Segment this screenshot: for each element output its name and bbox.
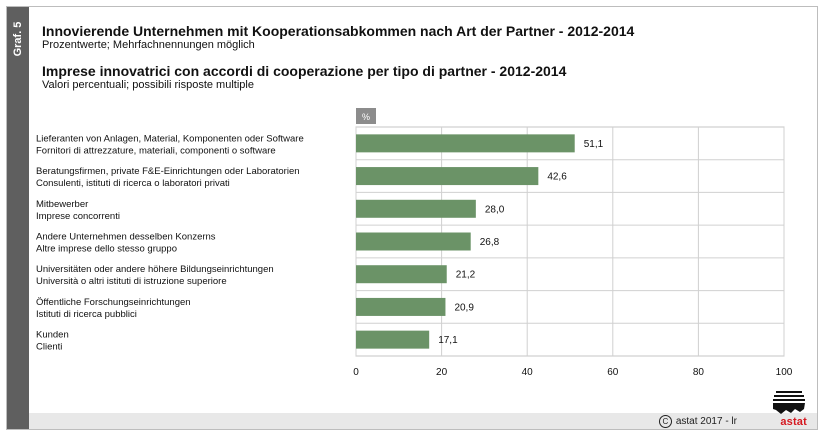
bar-value-label: 21,2 — [456, 270, 476, 281]
category-label-german: Beratungsfirmen, private F&E-Einrichtung… — [36, 166, 300, 177]
category-label-italian: Altre imprese dello stesso gruppo — [36, 244, 177, 255]
category-label-german: Andere Unternehmen desselben Konzerns — [36, 232, 216, 243]
bar — [356, 199, 476, 218]
sidebar-strip: Graf. 5 — [7, 7, 29, 429]
bar — [356, 232, 471, 251]
unit-label-box — [356, 108, 376, 124]
chart-subtitle-italian: Valori percentuali; possibili risposte m… — [42, 79, 254, 91]
astat-logo-text: astat — [780, 416, 807, 428]
unit-label: % — [362, 112, 370, 122]
copyright-icon: C — [658, 415, 672, 428]
bar — [356, 297, 446, 316]
chart-title-italian: Imprese innovatrici con accordi di coope… — [42, 63, 567, 79]
bar-value-label: 28,0 — [485, 204, 505, 215]
chart-title-german: Innovierende Unternehmen mit Kooperation… — [42, 23, 635, 39]
category-label-italian: Imprese concorrenti — [36, 211, 120, 222]
bar-value-label: 42,6 — [547, 172, 567, 183]
category-label-italian: Università o altri istituti di istruzion… — [36, 276, 227, 287]
copyright-text: astat 2017 - lr — [675, 416, 737, 427]
x-tick-label: 80 — [693, 367, 705, 378]
category-label-german: Universitäten oder andere höhere Bildung… — [36, 264, 274, 275]
bar-value-label: 26,8 — [480, 237, 500, 248]
x-tick-label: 60 — [607, 367, 619, 378]
category-label-german: Lieferanten von Anlagen, Material, Kompo… — [36, 133, 304, 144]
bar-value-label: 51,1 — [584, 139, 604, 150]
category-label-italian: Istituti di ricerca pubblici — [36, 309, 137, 320]
bar — [356, 167, 539, 186]
category-label-italian: Clienti — [36, 342, 62, 353]
category-label-italian: Consulenti, istituti di ricerca o labora… — [36, 178, 230, 189]
bar — [356, 265, 447, 284]
x-tick-label: 100 — [776, 367, 793, 378]
category-label-italian: Fornitori di attrezzature, materiali, co… — [36, 145, 276, 156]
astat-logo-icon — [773, 391, 805, 414]
bar-value-label: 17,1 — [438, 335, 458, 346]
category-label-german: Kunden — [36, 330, 69, 341]
category-label-german: Mitbewerber — [36, 199, 88, 210]
chart-frame: Graf. 5 Innovierende Unternehmen mit Koo… — [6, 6, 818, 430]
x-tick-label: 40 — [522, 367, 534, 378]
chart-subtitle-german: Prozentwerte; Mehrfachnennungen möglich — [42, 39, 255, 51]
bar-value-label: 20,9 — [454, 302, 474, 313]
bar — [356, 134, 575, 153]
category-label-german: Öffentliche Forschungseinrichtungen — [36, 297, 191, 308]
bar — [356, 330, 430, 349]
bar-chart: % 0 20 40 60 80 100 51,1 Lieferanten von Anlagen… — [36, 108, 793, 378]
x-tick-label: 0 — [353, 367, 359, 378]
x-tick-label: 20 — [436, 367, 448, 378]
